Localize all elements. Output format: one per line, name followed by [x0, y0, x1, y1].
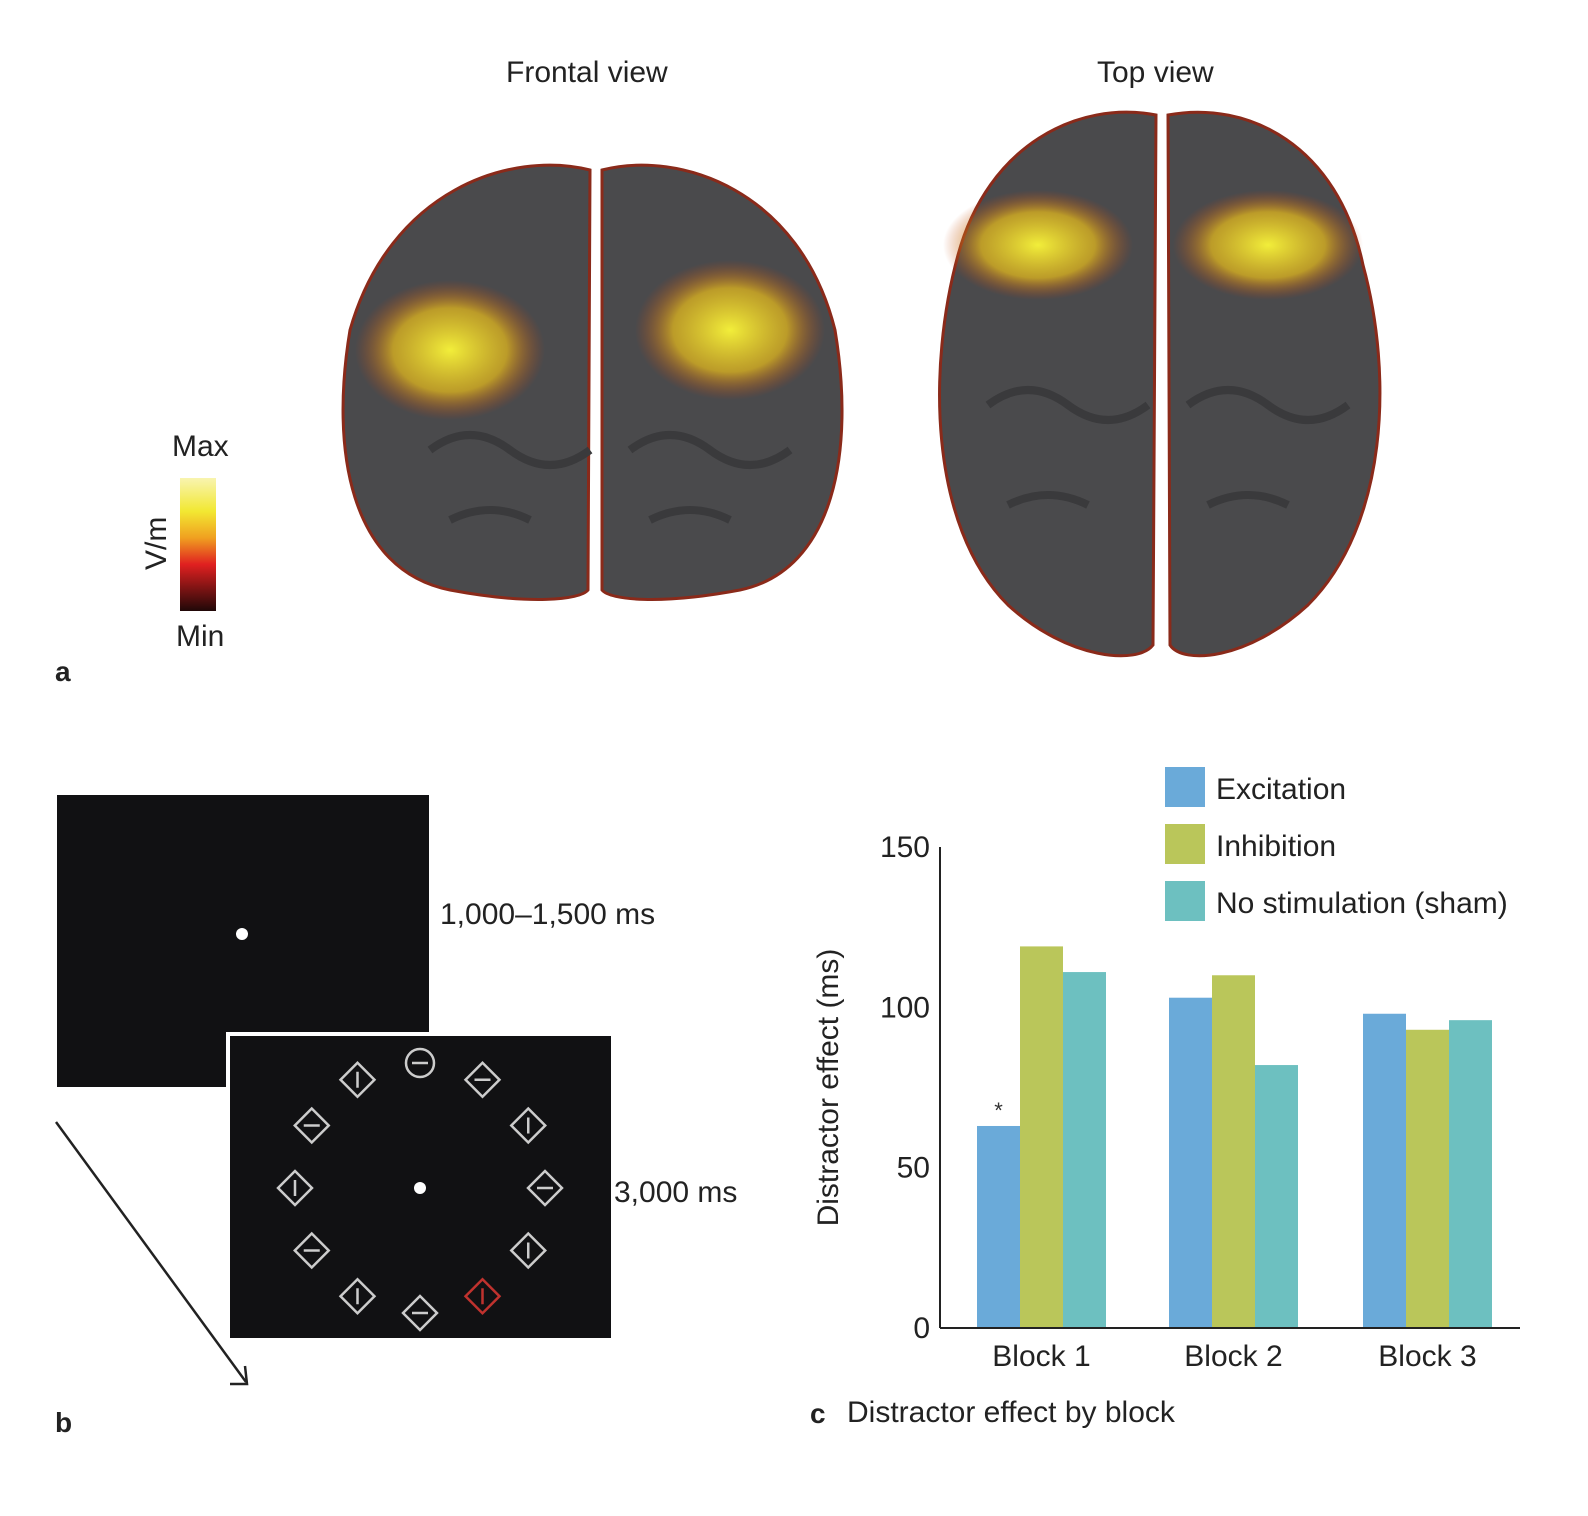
y-tick-label: 50	[897, 1152, 930, 1185]
diamond-shape-icon	[293, 1106, 331, 1145]
colorbar	[180, 478, 216, 611]
search-array	[276, 1047, 564, 1332]
top-brain-image	[938, 110, 1382, 658]
diamond-shape-icon	[293, 1231, 331, 1270]
bar-no-block-2	[1255, 1065, 1298, 1328]
diamond-shape-icon	[338, 1277, 377, 1315]
search-duration: 3,000 ms	[614, 1176, 738, 1209]
legend-label: Excitation	[1216, 773, 1346, 806]
search-item	[463, 1061, 502, 1099]
search-item	[338, 1277, 377, 1315]
diamond-shape-icon	[401, 1294, 439, 1332]
search-item	[526, 1169, 564, 1207]
bar-no-block-3	[1449, 1020, 1492, 1328]
y-tick-label: 150	[880, 831, 930, 864]
search-item	[463, 1277, 502, 1315]
legend-label: No stimulation (sham)	[1216, 887, 1508, 920]
top-view-title: Top view	[1097, 56, 1214, 89]
search-item	[338, 1061, 377, 1099]
diamond-shape-icon	[276, 1169, 314, 1207]
y-axis-label: Distractor effect (ms)	[812, 949, 845, 1227]
search-item	[401, 1294, 439, 1332]
colorbar-min-label: Min	[176, 620, 225, 653]
colorbar-unit: V/m	[140, 516, 173, 570]
legend-swatch	[1165, 881, 1205, 921]
search-screen	[226, 1032, 611, 1338]
y-tick-label: 0	[913, 1312, 930, 1345]
legend-label: Inhibition	[1216, 830, 1336, 863]
bar-inhibition-block-1	[1020, 946, 1063, 1328]
bar-inhibition-block-2	[1212, 975, 1255, 1328]
y-tick-label: 100	[880, 991, 930, 1024]
panel-c-caption: Distractor effect by block	[847, 1396, 1175, 1429]
search-item	[276, 1169, 314, 1207]
search-item	[404, 1047, 436, 1079]
frontal-brain-image	[341, 163, 844, 601]
circle-shape-icon	[404, 1047, 436, 1079]
x-tick-label: Block 2	[1184, 1340, 1282, 1373]
bar-no-block-1	[1063, 972, 1106, 1328]
frontal-view-title: Frontal view	[506, 56, 668, 89]
bar-excitation-block-1	[977, 1125, 1020, 1328]
search-item	[293, 1106, 331, 1145]
bar-chart: * 0 50 100 150 Block 1 Block 2 Block 3 Distracto…	[812, 767, 1520, 1373]
diamond-shape-icon	[463, 1061, 502, 1099]
search-fixation-dot	[414, 1182, 426, 1194]
panel-b-label: b	[55, 1407, 73, 1438]
panel-c-label: c	[810, 1398, 826, 1429]
legend-swatch	[1165, 767, 1205, 807]
fixation-duration: 1,000–1,500 ms	[440, 898, 656, 931]
diamond-shape-icon	[509, 1231, 547, 1270]
bar-excitation-block-3	[1363, 1013, 1406, 1328]
search-item	[509, 1231, 547, 1270]
diamond-shape-icon	[463, 1277, 502, 1315]
diamond-shape-icon	[509, 1106, 547, 1145]
panel-a-label: a	[55, 656, 71, 687]
diamond-shape-icon	[338, 1061, 377, 1099]
fixation-dot	[236, 928, 248, 940]
bar-excitation-block-2	[1169, 997, 1212, 1328]
time-arrow-icon	[54, 1121, 249, 1386]
diamond-shape-icon	[526, 1169, 564, 1207]
search-item	[293, 1231, 331, 1270]
x-tick-label: Block 3	[1378, 1340, 1476, 1373]
x-tick-label: Block 1	[992, 1340, 1090, 1373]
legend-swatch	[1165, 824, 1205, 864]
significance-asterisk: *	[994, 1098, 1003, 1123]
bar-inhibition-block-3	[1406, 1029, 1449, 1328]
colorbar-max-label: Max	[172, 430, 229, 463]
search-item	[509, 1106, 547, 1145]
